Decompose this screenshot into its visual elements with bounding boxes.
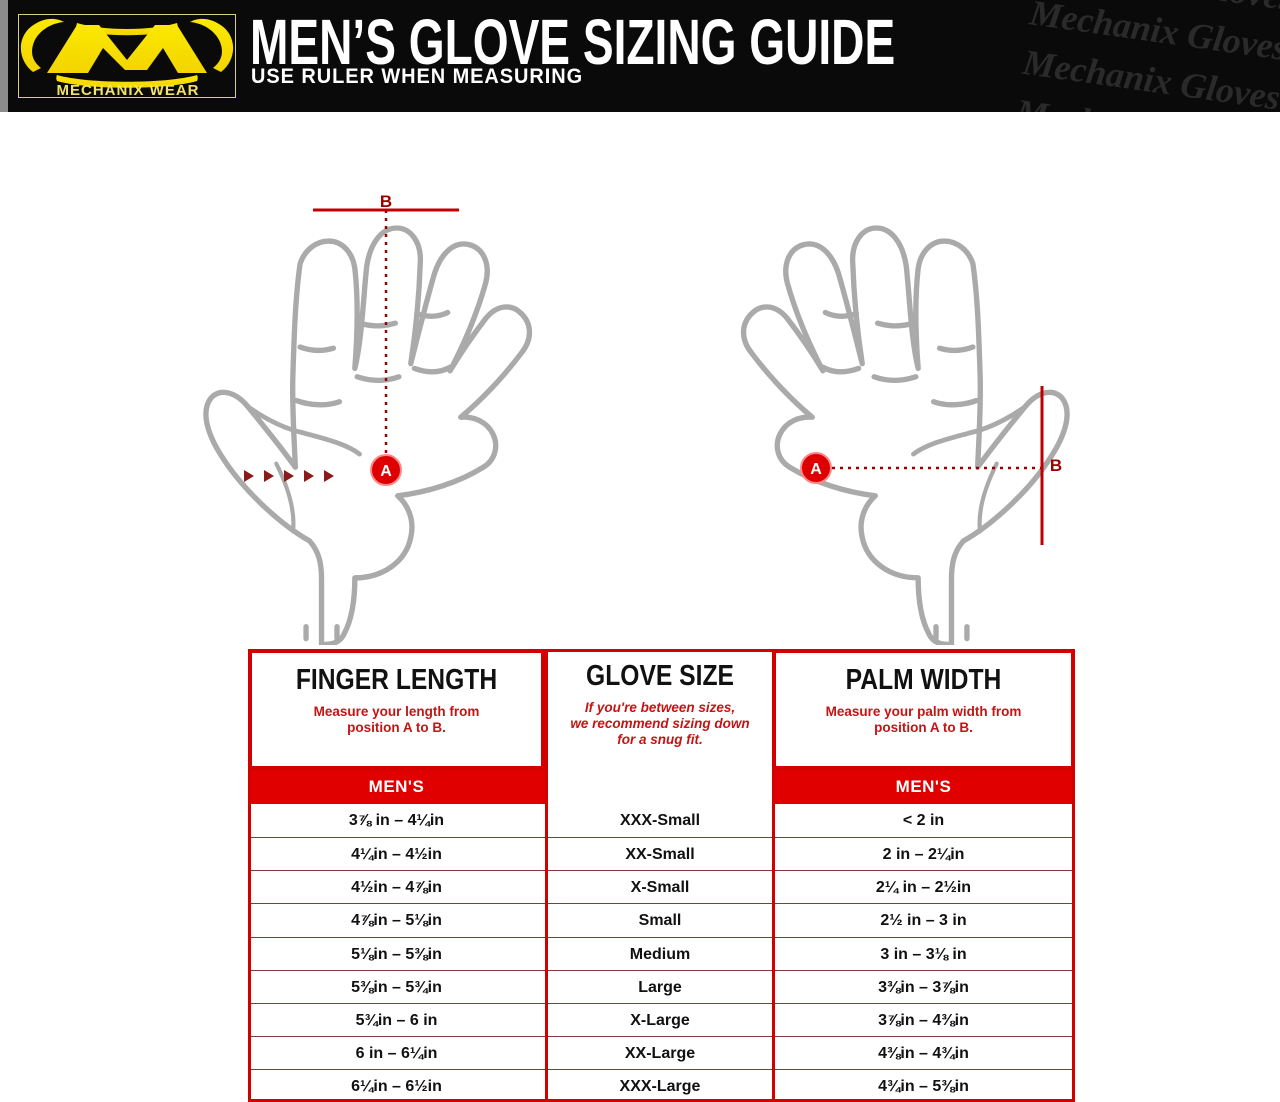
svg-text:B: B xyxy=(1050,456,1062,475)
svg-text:A: A xyxy=(380,463,392,480)
svg-text:MECHANIX WEAR: MECHANIX WEAR xyxy=(57,82,200,99)
svg-text:A: A xyxy=(810,461,822,478)
